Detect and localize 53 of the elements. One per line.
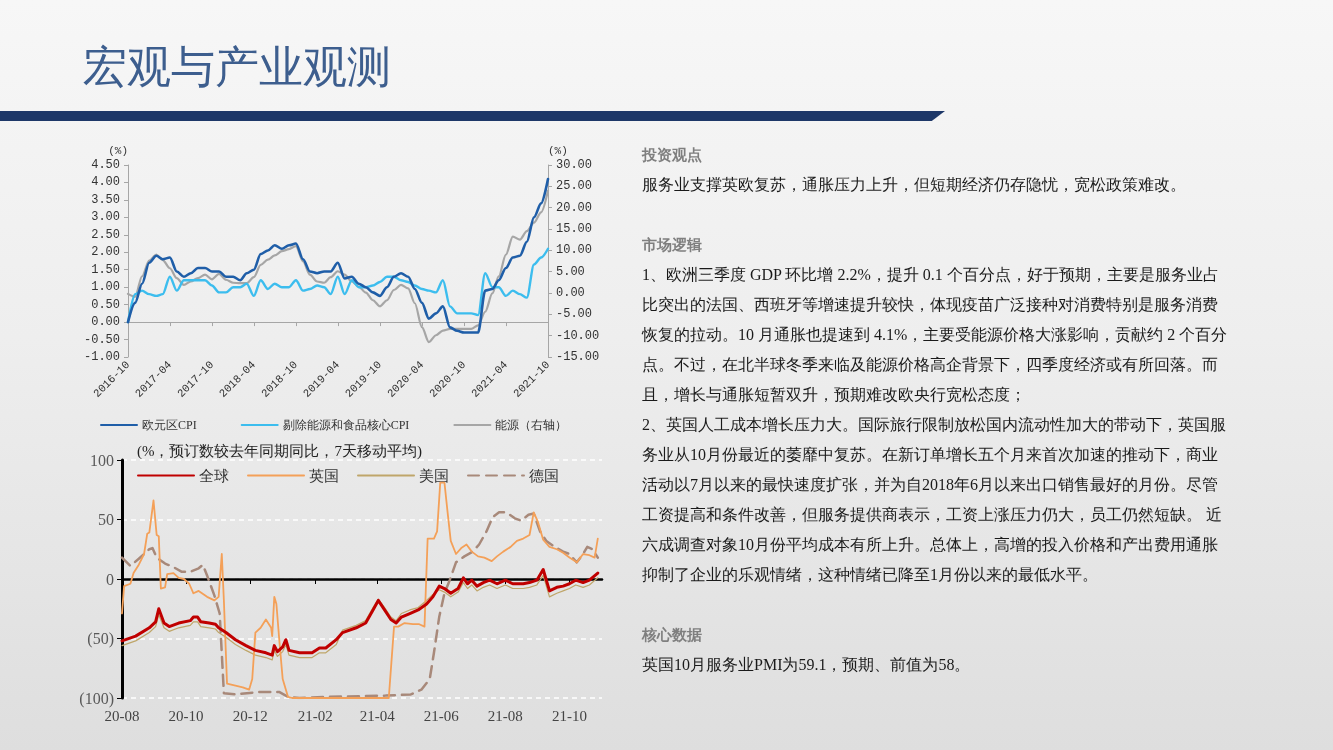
y2-tick-label: 20.00: [556, 200, 593, 215]
legend-label: 能源（右轴）: [495, 418, 568, 432]
y-tick-label: 2.00: [91, 245, 120, 260]
y-tick-label: (100): [79, 689, 114, 708]
y-tick-label: 50: [98, 511, 114, 528]
y-tick-label: 0.50: [91, 297, 120, 312]
y2-tick-label: 30.00: [556, 158, 593, 172]
text: 投资观点: [642, 146, 703, 165]
y2-tick-label: 10.00: [556, 243, 593, 258]
x-tick-label: 21-04: [359, 707, 396, 724]
y-tick-label: 0.00: [91, 315, 120, 330]
legend-label: 欧元区CPI: [142, 418, 197, 432]
y2-tick-label: 15.00: [556, 222, 593, 236]
y-tick-label: 3.00: [91, 210, 120, 225]
y2-tick-label: -5.00: [556, 307, 593, 322]
y-tick-label: 1.50: [91, 262, 120, 277]
y2-tick-label: 0.00: [556, 286, 585, 300]
text: 英国10月服务业PMI为59.1，预期、前值为58。: [642, 655, 972, 675]
y2-tick-label: -15.00: [556, 350, 600, 364]
legend-label: 德国: [529, 467, 559, 484]
x-tick-label: 21-08: [487, 707, 523, 724]
text: 1、欧洲三季度 GDP 环比增 2.2%，提升 0.1 个百分点，好于预期，主要是服务业占比突出的法国、西班牙等增速提升较快，体现疫苗广泛接种对消费特别是服务消费恢复的拉动。10 月通胀也提速到 4.1%，主要受能源价格大涨影响，贡献约 2 个百分点。不过，在北半球冬季来临及能源价格高企背景下，四季度经济或有所回落。而且，增长与通胀短暂双升，预期难改欧央行宽松态度；: [642, 265, 1229, 405]
y-tick-label: -1.00: [83, 350, 120, 364]
y-tick-label: 4.00: [91, 175, 120, 190]
y-tick-label: 2.50: [91, 227, 120, 242]
y-tick-label: 4.50: [91, 158, 120, 172]
text: 核心数据: [642, 626, 703, 645]
y-tick-label: 3.50: [91, 192, 120, 207]
chart-title: 宏观与产业观测: [83, 42, 391, 92]
legend-label: 英国: [309, 467, 339, 484]
y-tick-label: 100: [90, 451, 114, 469]
x-tick-label: 20-08: [104, 707, 140, 724]
y-tick-label: -0.50: [83, 332, 120, 347]
y2-tick-label: 25.00: [556, 179, 593, 194]
y-tick-label: (50): [87, 630, 114, 648]
legend-label: 剔除能源和食品核心CPI: [282, 418, 410, 432]
y-axis-title: (%): [108, 144, 128, 157]
legend-label: 美国: [419, 467, 449, 484]
y-tick-label: 0: [106, 570, 114, 588]
x-tick-label: 21-02: [297, 707, 333, 724]
y-tick-label: 1.00: [91, 280, 120, 295]
text: 2、英国人工成本增长压力大。国际旅行限制放松国内流动性加大的带动下，英国服务业从10月份最近的萎靡中复苏。在新订单增长五个月来首次加速的推动下，商业活动以7月以来的最快速度扩张，并为自2018年6月以来出口销售最好的月份。尽管工资提高和条件改善，但服务提供商表示，工资上涨压力仍大，员工仍然短缺。 近六成调查对象10月份平均成本有所上升。总体上，高增的投入价格和产出费用通胀抑制了企业的乐观情绪，这种情绪已降至1月份以来的最低水平。: [642, 415, 1227, 585]
y2-tick-label: 5.00: [556, 264, 585, 279]
x-tick-label: 21-06: [423, 707, 460, 724]
text: 市场逻辑: [642, 236, 703, 255]
y2-axis-title: (%): [548, 144, 568, 157]
legend-label: 全球: [199, 467, 229, 484]
x-tick-label: 20-12: [232, 707, 268, 724]
x-tick-label: 21-10: [551, 707, 587, 724]
y-axis-title: (%，预订数较去年同期同比，7天移动平均): [137, 442, 422, 460]
x-tick-label: 20-10: [168, 707, 204, 724]
text: 服务业支撑英欧复苏，通胀压力上升，但短期经济仍存隐忧，宽松政策难改。: [642, 175, 1187, 195]
y2-tick-label: -10.00: [556, 328, 600, 343]
